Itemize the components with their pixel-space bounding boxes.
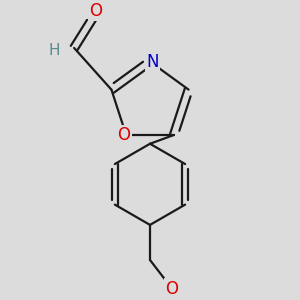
Text: O: O [165, 280, 178, 298]
Text: O: O [90, 2, 103, 20]
Text: N: N [146, 52, 158, 70]
Text: O: O [118, 126, 130, 144]
Text: H: H [49, 43, 60, 58]
